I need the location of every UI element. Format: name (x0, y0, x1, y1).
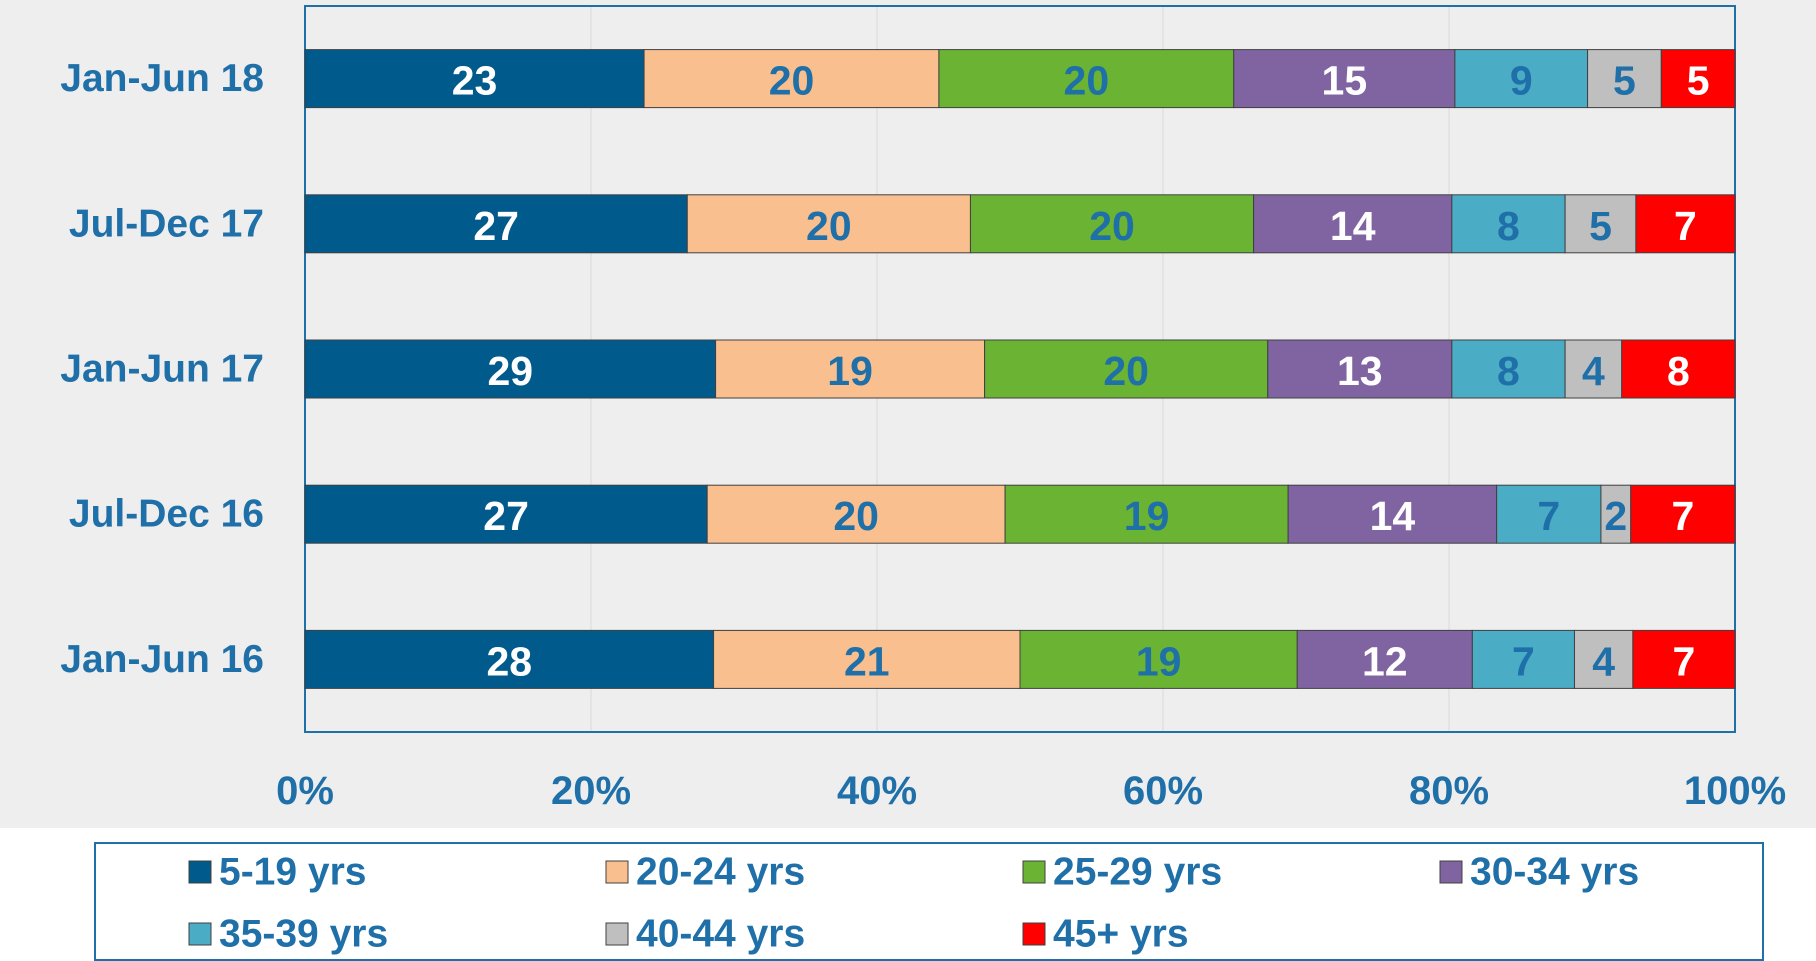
data-label: 23 (452, 58, 498, 104)
data-label: 9 (1510, 58, 1533, 104)
bar-segment (1451, 194, 1566, 254)
legend-label: 5-19 yrs (219, 851, 366, 894)
data-label: 14 (1330, 203, 1376, 249)
data-label: 20 (1103, 348, 1149, 394)
data-label: 20 (1089, 203, 1135, 249)
bar-segment (304, 194, 688, 254)
data-label: 20 (769, 58, 815, 104)
legend-label: 20-24 yrs (636, 851, 805, 894)
legend-label: 30-34 yrs (1470, 851, 1639, 894)
bar-segment (1660, 49, 1736, 109)
data-label: 5 (1589, 203, 1612, 249)
data-label: 19 (827, 348, 873, 394)
legend-swatch (188, 922, 212, 946)
bar-segment (938, 49, 1235, 109)
bar-segment (1587, 49, 1662, 109)
legend-label: 40-44 yrs (636, 913, 805, 956)
bar-segment (1454, 49, 1589, 109)
legend-swatch (1022, 922, 1046, 946)
legend-swatch (1022, 860, 1046, 884)
x-tick-label: 80% (1409, 769, 1489, 813)
bar-segment (1564, 194, 1637, 254)
data-label: 21 (844, 638, 890, 684)
x-tick-label: 100% (1684, 769, 1786, 813)
data-label: 28 (486, 638, 532, 684)
bar-segment (1632, 629, 1736, 689)
data-label: 20 (1064, 58, 1110, 104)
x-tick-label: 0% (276, 769, 334, 813)
bar-segment (1471, 629, 1575, 689)
data-label: 19 (1124, 493, 1170, 539)
data-label: 5 (1613, 58, 1636, 104)
x-tick-label: 40% (837, 769, 917, 813)
data-label: 2 (1604, 493, 1627, 539)
bar-segment (1564, 339, 1623, 399)
data-label: 14 (1370, 493, 1416, 539)
y-tick-label: Jan-Jun 16 (60, 638, 264, 681)
legend-swatch (605, 860, 629, 884)
x-tick-label: 60% (1123, 769, 1203, 813)
bar-segment (1004, 484, 1289, 544)
legend-label: 25-29 yrs (1053, 851, 1222, 894)
bar-segment (984, 339, 1269, 399)
bar-segment (969, 194, 1255, 254)
data-label: 8 (1667, 348, 1690, 394)
data-label: 7 (1512, 638, 1535, 684)
data-label: 4 (1582, 348, 1605, 394)
bar-segment (304, 484, 708, 544)
bar-segment (1600, 484, 1632, 544)
data-label: 12 (1362, 638, 1408, 684)
bar-segment (1233, 49, 1456, 109)
legend-label: 35-39 yrs (219, 913, 388, 956)
y-tick-label: Jul-Dec 16 (69, 493, 264, 536)
bar-segment (1630, 484, 1736, 544)
bar-segment (304, 49, 645, 109)
bar-segment (643, 49, 940, 109)
bar-segment (1621, 339, 1736, 399)
legend-swatch (188, 860, 212, 884)
bar-segment (1635, 194, 1736, 254)
data-label: 8 (1497, 348, 1520, 394)
bar-segment (686, 194, 971, 254)
legend-swatch (605, 922, 629, 946)
data-label: 4 (1592, 638, 1615, 684)
data-label: 13 (1337, 348, 1383, 394)
bar-segment (1267, 339, 1453, 399)
bar-segment (1253, 194, 1453, 254)
bar-segment (304, 629, 715, 689)
y-tick-label: Jan-Jun 18 (60, 57, 264, 100)
data-label: 7 (1673, 638, 1696, 684)
data-label: 20 (806, 203, 852, 249)
data-label: 5 (1687, 58, 1710, 104)
bar-segment (1451, 339, 1566, 399)
chart-background (0, 0, 1816, 828)
data-label: 15 (1322, 58, 1368, 104)
legend-swatch (1439, 860, 1463, 884)
legend-label: 45+ yrs (1053, 913, 1189, 956)
data-label: 20 (833, 493, 879, 539)
bar-segment (715, 339, 986, 399)
x-tick-label: 20% (551, 769, 631, 813)
y-tick-label: Jan-Jun 17 (60, 348, 264, 391)
y-tick-label: Jul-Dec 17 (69, 202, 264, 245)
data-label: 27 (473, 203, 519, 249)
data-label: 29 (487, 348, 533, 394)
data-label: 19 (1136, 638, 1182, 684)
bar-segment (1019, 629, 1298, 689)
data-label: 7 (1674, 203, 1697, 249)
data-label: 7 (1671, 493, 1694, 539)
data-label: 27 (483, 493, 529, 539)
data-label: 7 (1537, 493, 1560, 539)
bar-segment (706, 484, 1006, 544)
data-label: 8 (1497, 203, 1520, 249)
bar-segment (304, 339, 717, 399)
legend-box (94, 842, 1764, 961)
